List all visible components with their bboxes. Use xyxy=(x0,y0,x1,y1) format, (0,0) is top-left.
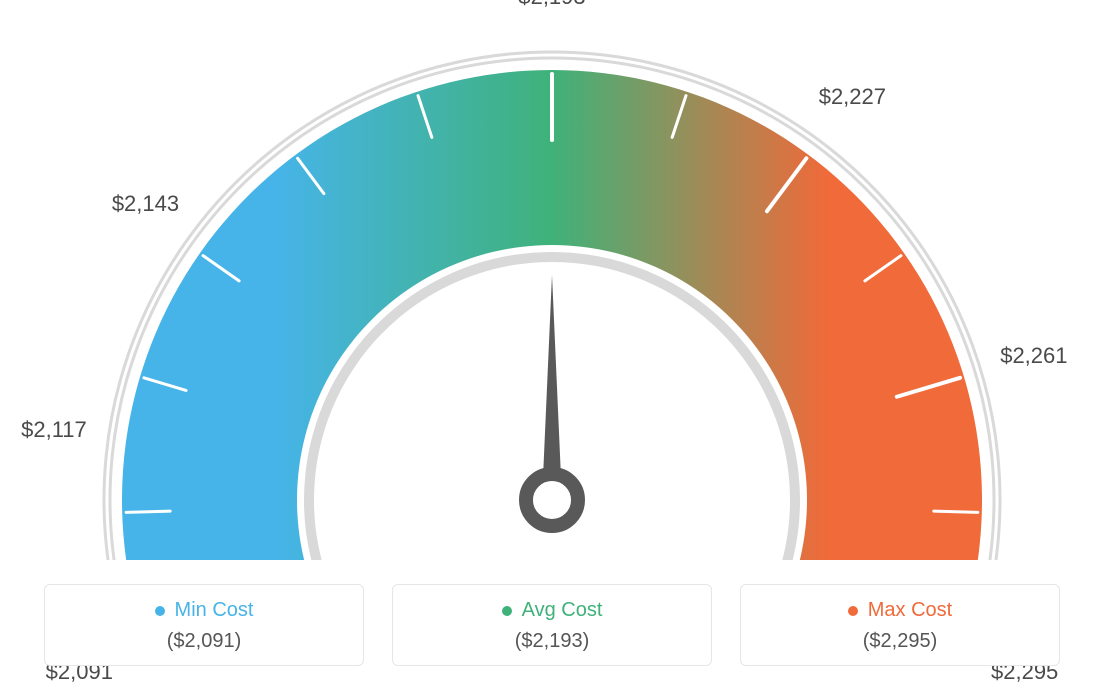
gauge-chart-container: $2,091$2,117$2,143$2,193$2,227$2,261$2,2… xyxy=(0,0,1104,690)
legend-row: Min Cost ($2,091) Avg Cost ($2,193) Max … xyxy=(0,584,1104,666)
dot-avg-icon xyxy=(502,606,512,616)
legend-value-max: ($2,295) xyxy=(751,630,1049,653)
gauge-tick-label: $2,227 xyxy=(819,84,886,110)
gauge-tick-label: $2,117 xyxy=(21,417,87,443)
legend-card-avg: Avg Cost ($2,193) xyxy=(392,584,712,666)
legend-label-min: Min Cost xyxy=(175,599,254,622)
gauge-tick-label: $2,143 xyxy=(112,191,179,217)
legend-value-min: ($2,091) xyxy=(55,630,353,653)
legend-label-avg: Avg Cost xyxy=(522,599,603,622)
legend-head-min: Min Cost xyxy=(155,599,254,622)
gauge-svg xyxy=(0,0,1104,560)
legend-value-avg: ($2,193) xyxy=(403,630,701,653)
legend-card-max: Max Cost ($2,295) xyxy=(740,584,1060,666)
legend-head-max: Max Cost xyxy=(848,599,952,622)
legend-label-max: Max Cost xyxy=(868,599,952,622)
legend-card-min: Min Cost ($2,091) xyxy=(44,584,364,666)
legend-head-avg: Avg Cost xyxy=(502,599,603,622)
gauge-area: $2,091$2,117$2,143$2,193$2,227$2,261$2,2… xyxy=(0,0,1104,560)
gauge-tick-label: $2,193 xyxy=(518,0,585,10)
gauge-tick-label: $2,261 xyxy=(1000,343,1067,369)
dot-max-icon xyxy=(848,606,858,616)
dot-min-icon xyxy=(155,606,165,616)
